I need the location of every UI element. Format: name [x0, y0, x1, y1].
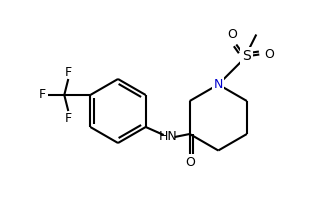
- Text: F: F: [65, 65, 72, 78]
- Text: F: F: [39, 88, 46, 101]
- Text: N: N: [214, 78, 223, 91]
- Text: O: O: [185, 155, 195, 168]
- Text: O: O: [227, 28, 237, 41]
- Text: HN: HN: [158, 131, 177, 143]
- Text: F: F: [65, 111, 72, 124]
- Text: S: S: [242, 49, 251, 64]
- Text: O: O: [264, 48, 274, 61]
